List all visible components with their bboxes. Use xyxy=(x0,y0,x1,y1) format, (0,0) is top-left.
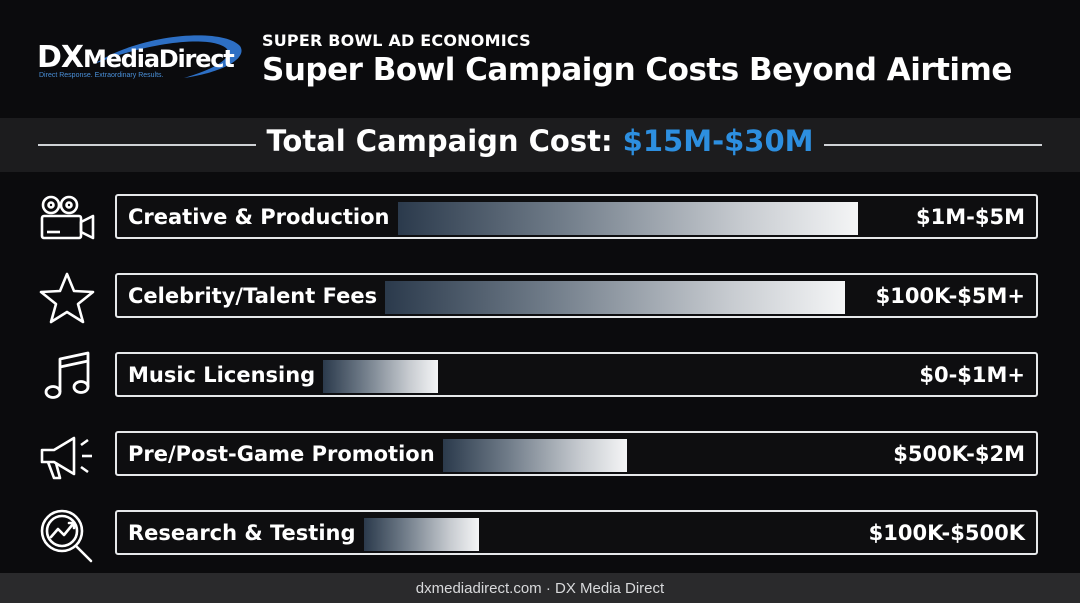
cost-bar-container: Music Licensing $0-$1M+ xyxy=(115,352,1038,397)
range-label: $500K-$2M xyxy=(893,442,1025,466)
range-label: $1M-$5M xyxy=(916,205,1025,229)
cost-bar-container: Celebrity/Talent Fees $100K-$5M+ xyxy=(115,273,1038,318)
cost-bar-container: Research & Testing $100K-$500K xyxy=(115,510,1038,555)
category-label: Celebrity/Talent Fees xyxy=(128,284,378,308)
cost-bar xyxy=(323,360,439,393)
row-creative-production: Creative & Production $1M-$5M xyxy=(0,189,1080,249)
range-label: $0-$1M+ xyxy=(919,363,1025,387)
total-campaign-cost: Total Campaign Cost: $15M-$30M xyxy=(0,124,1080,158)
music-note-icon xyxy=(36,347,100,407)
divider-left xyxy=(38,144,256,146)
cost-bar-container: Creative & Production $1M-$5M xyxy=(115,194,1038,239)
cost-bar xyxy=(385,281,846,314)
cost-bar-container: Pre/Post-Game Promotion $500K-$2M xyxy=(115,431,1038,476)
megaphone-icon xyxy=(36,426,100,486)
eyebrow-heading: SUPER BOWL AD ECONOMICS xyxy=(262,31,531,50)
category-label: Pre/Post-Game Promotion xyxy=(128,442,435,466)
video-camera-icon xyxy=(36,189,100,249)
range-label: $100K-$500K xyxy=(868,521,1025,545)
logo-tagline: Direct Response. Extraordinary Results. xyxy=(39,72,164,79)
magnifier-chart-icon xyxy=(36,505,100,565)
logo-swoosh-icon xyxy=(94,35,242,78)
range-label: $100K-$5M+ xyxy=(875,284,1025,308)
row-music-licensing: Music Licensing $0-$1M+ xyxy=(0,347,1080,407)
category-label: Music Licensing xyxy=(128,363,316,387)
total-value: $15M-$30M xyxy=(622,124,814,158)
row-research-testing: Research & Testing $100K-$500K xyxy=(0,505,1080,565)
page-title: Super Bowl Campaign Costs Beyond Airtime xyxy=(262,52,1012,88)
category-label: Research & Testing xyxy=(128,521,356,545)
footer-text: dxmediadirect.com · DX Media Direct xyxy=(415,580,665,597)
star-icon xyxy=(36,268,100,328)
category-label: Creative & Production xyxy=(128,205,390,229)
divider-right xyxy=(824,144,1042,146)
footer-band xyxy=(0,573,1080,603)
row-pre-post-game-promotion: Pre/Post-Game Promotion $500K-$2M xyxy=(0,426,1080,486)
brand-logo: DXMediaDirect Direct Response. Extraordi… xyxy=(34,34,244,86)
row-celebrity-talent-fees: Celebrity/Talent Fees $100K-$5M+ xyxy=(0,268,1080,328)
total-label: Total Campaign Cost: xyxy=(266,124,623,158)
cost-bar xyxy=(397,202,858,235)
logo-wordmark: DXMediaDirect xyxy=(37,40,235,75)
cost-bar xyxy=(363,518,479,551)
cost-bar xyxy=(442,439,627,472)
